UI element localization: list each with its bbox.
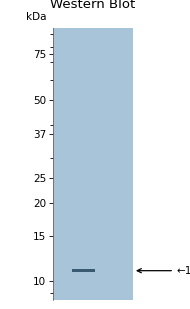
Text: Western Blot: Western Blot — [51, 0, 136, 11]
Text: ←11kDa: ←11kDa — [137, 266, 190, 276]
Text: kDa: kDa — [26, 12, 47, 22]
Bar — [72, 269, 95, 272]
